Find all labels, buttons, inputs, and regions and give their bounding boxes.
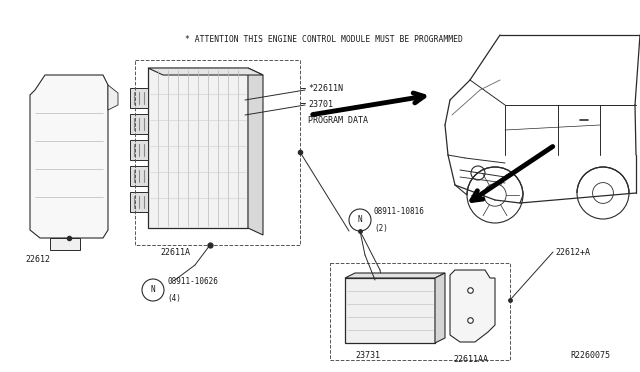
Text: N: N <box>358 215 362 224</box>
Text: 23701: 23701 <box>308 100 333 109</box>
Polygon shape <box>50 238 80 250</box>
Text: N: N <box>150 285 156 295</box>
Text: *22611N: *22611N <box>308 84 343 93</box>
Text: 08911-10626: 08911-10626 <box>167 278 218 286</box>
Text: 22612+A: 22612+A <box>555 248 590 257</box>
Text: R2260075: R2260075 <box>570 351 610 360</box>
Polygon shape <box>130 166 148 186</box>
Text: (4): (4) <box>167 294 181 302</box>
Polygon shape <box>130 140 148 160</box>
Text: (2): (2) <box>374 224 388 232</box>
Polygon shape <box>148 68 248 228</box>
Text: 22611A: 22611A <box>160 248 190 257</box>
Text: 22612: 22612 <box>25 255 50 264</box>
Polygon shape <box>130 114 148 134</box>
Text: 23731: 23731 <box>355 351 380 360</box>
Polygon shape <box>130 88 148 108</box>
Polygon shape <box>30 75 108 238</box>
Polygon shape <box>345 278 435 343</box>
Polygon shape <box>435 273 445 343</box>
Polygon shape <box>108 85 118 110</box>
Text: PROGRAM DATA: PROGRAM DATA <box>308 116 368 125</box>
Polygon shape <box>148 68 263 75</box>
Polygon shape <box>450 270 495 342</box>
Polygon shape <box>130 192 148 212</box>
Polygon shape <box>248 68 263 235</box>
Text: 08911-10816: 08911-10816 <box>374 208 425 217</box>
Text: 22611AA: 22611AA <box>453 355 488 364</box>
Polygon shape <box>345 273 445 278</box>
Text: * ATTENTION THIS ENGINE CONTROL MODULE MUST BE PROGRAMMED: * ATTENTION THIS ENGINE CONTROL MODULE M… <box>185 35 463 44</box>
